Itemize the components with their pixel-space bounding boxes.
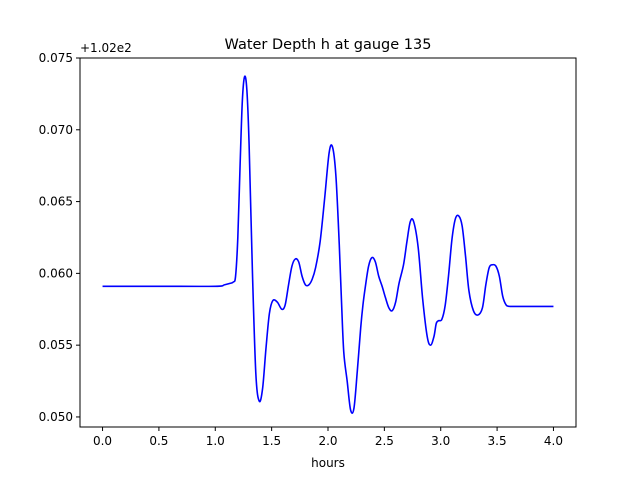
series-line-group [102,75,554,414]
chart-title: Water Depth h at gauge 135 [225,37,432,53]
x-tick-label: 0.0 [93,434,112,448]
x-tick-label: 1.5 [262,434,281,448]
y-tick-label: 0.065 [39,195,73,209]
x-axis-label: hours [311,456,345,470]
y-tick-label: 0.055 [39,338,73,352]
x-tick-label: 1.0 [206,434,225,448]
x-tick-label: 3.5 [488,434,507,448]
y-tick-label: 0.075 [39,51,73,65]
x-tick-label: 4.0 [544,434,563,448]
y-axis: 0.050 0.055 0.060 0.065 0.070 0.075 [39,51,80,424]
x-axis: 0.0 0.5 1.0 1.5 2.0 2.5 3.0 3.5 4.0 [93,427,563,448]
y-offset-label: +1.02e2 [80,41,132,55]
x-tick-label: 2.5 [375,434,394,448]
y-tick-label: 0.050 [39,410,73,424]
x-tick-label: 0.5 [149,434,168,448]
y-tick-label: 0.070 [39,123,73,137]
series-line-0 [102,75,554,414]
x-tick-label: 2.0 [318,434,337,448]
y-tick-label: 0.060 [39,266,73,280]
x-tick-label: 3.0 [431,434,450,448]
